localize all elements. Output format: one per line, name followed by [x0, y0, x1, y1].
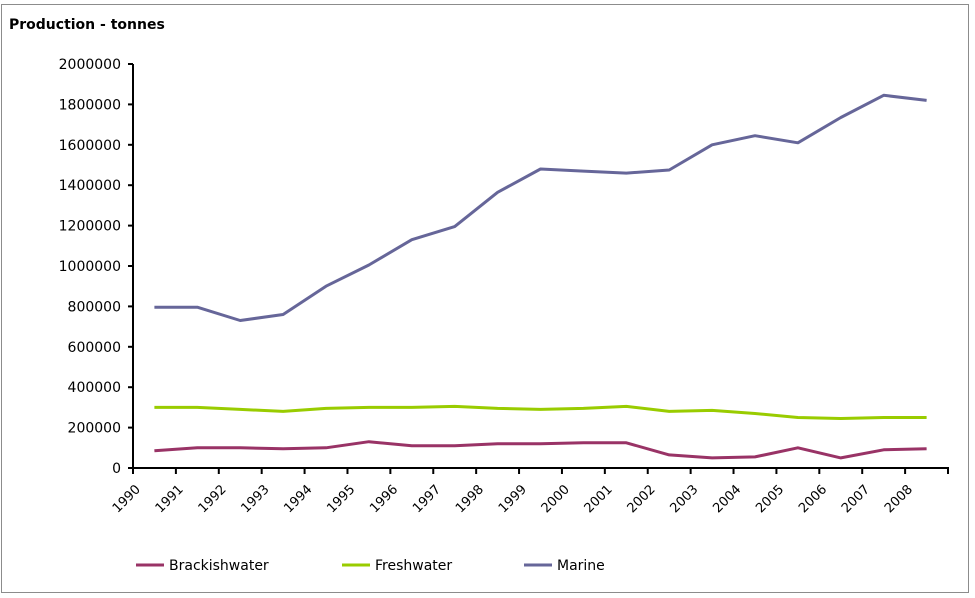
x-tick-label: 2006: [796, 482, 830, 516]
series-line-brackishwater: [154, 440, 927, 460]
y-tick-label: 1400000: [59, 178, 121, 194]
series-line-marine: [154, 93, 927, 322]
legend-label: Freshwater: [375, 558, 452, 574]
x-tick-label: 1997: [410, 482, 444, 516]
y-tick-label: 1000000: [59, 259, 121, 275]
x-tick-label: 1995: [324, 482, 358, 516]
x-tick-label: 1994: [281, 482, 315, 516]
y-tick-label: 1600000: [59, 138, 121, 154]
x-tick-label: 1996: [367, 482, 401, 516]
x-axis-ticks: 1990 1991 1992 1993 1994 1995 1996 1997 1998 1999…: [110, 468, 949, 516]
y-tick-label: 1200000: [59, 219, 121, 235]
x-tick-label: 2002: [625, 482, 659, 516]
x-tick-label: 2007: [839, 482, 873, 516]
y-tick-label: 1800000: [59, 97, 121, 113]
legend-item-marine: Marine: [524, 558, 605, 574]
series-lines: [154, 93, 927, 460]
x-tick-label: 2003: [667, 482, 701, 516]
x-tick-label: 1998: [453, 482, 487, 516]
x-tick-label: 1990: [110, 482, 144, 516]
x-tick-label: 1993: [239, 482, 273, 516]
y-tick-label: 2000000: [59, 57, 121, 73]
x-tick-label: 2005: [753, 482, 787, 516]
legend-item-freshwater: Freshwater: [342, 558, 452, 574]
series-line-freshwater: [154, 404, 927, 420]
y-axis-ticks: 0 200000 400000 600000 800000 1000000 1200000 1…: [59, 57, 133, 477]
x-tick-label: 1991: [153, 482, 187, 516]
legend-label: Marine: [557, 558, 605, 574]
x-tick-label: 1992: [196, 482, 230, 516]
x-tick-label: 2000: [539, 482, 573, 516]
x-tick-label: 2001: [582, 482, 616, 516]
legend: Brackishwater Freshwater Marine: [136, 558, 605, 574]
y-tick-label: 0: [112, 461, 121, 477]
chart-title: Production - tonnes: [9, 17, 165, 33]
x-tick-label: 2008: [882, 482, 916, 516]
x-tick-label: 2004: [710, 482, 744, 516]
y-tick-label: 600000: [68, 340, 121, 356]
legend-item-brackishwater: Brackishwater: [136, 558, 269, 574]
y-tick-label: 400000: [68, 380, 121, 396]
legend-label: Brackishwater: [169, 558, 269, 574]
y-tick-label: 200000: [68, 421, 121, 437]
y-tick-label: 800000: [68, 299, 121, 315]
chart-frame: [1, 4, 969, 593]
x-tick-label: 1999: [496, 482, 530, 516]
